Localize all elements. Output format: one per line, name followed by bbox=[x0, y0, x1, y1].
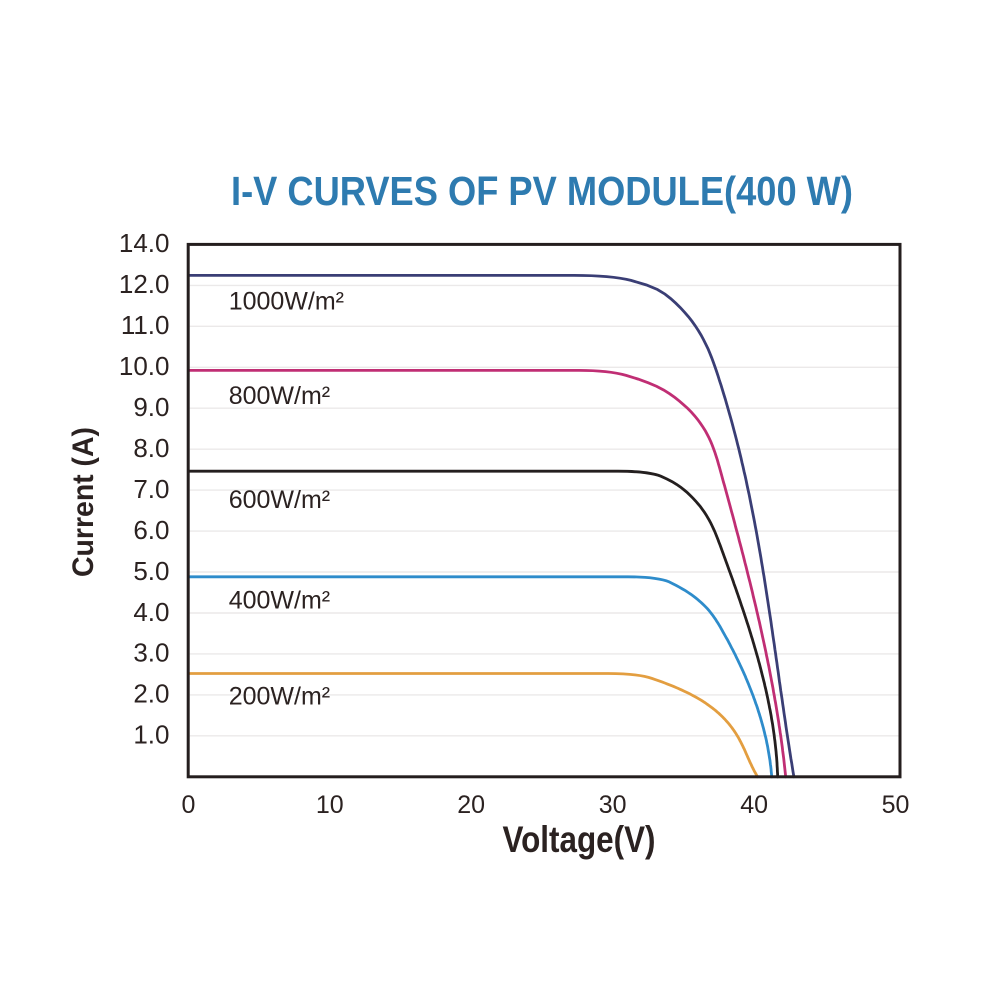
svg-text:6.0: 6.0 bbox=[133, 515, 169, 545]
svg-text:9.0: 9.0 bbox=[133, 392, 169, 422]
svg-text:400W/m²: 400W/m² bbox=[229, 587, 330, 615]
svg-text:1.0: 1.0 bbox=[133, 720, 169, 750]
svg-text:11.0: 11.0 bbox=[121, 310, 170, 340]
svg-text:800W/m²: 800W/m² bbox=[229, 382, 330, 410]
svg-text:200W/m²: 200W/m² bbox=[229, 683, 330, 711]
svg-text:I-V CURVES OF PV MODULE(400 W): I-V CURVES OF PV MODULE(400 W) bbox=[231, 168, 853, 214]
svg-text:600W/m²: 600W/m² bbox=[229, 486, 330, 514]
svg-text:10: 10 bbox=[316, 791, 344, 819]
svg-text:30: 30 bbox=[599, 791, 627, 819]
svg-text:20: 20 bbox=[457, 791, 485, 819]
svg-text:2.0: 2.0 bbox=[133, 679, 169, 709]
svg-text:Voltage(V): Voltage(V) bbox=[503, 819, 656, 860]
svg-text:50: 50 bbox=[882, 791, 910, 819]
svg-text:40: 40 bbox=[740, 791, 768, 819]
svg-text:1000W/m²: 1000W/m² bbox=[229, 288, 344, 316]
svg-text:14.0: 14.0 bbox=[119, 228, 170, 258]
svg-text:12.0: 12.0 bbox=[119, 269, 170, 299]
svg-text:4.0: 4.0 bbox=[133, 597, 169, 627]
svg-text:Current (A): Current (A) bbox=[67, 427, 100, 577]
svg-text:3.0: 3.0 bbox=[133, 638, 169, 668]
svg-text:10.0: 10.0 bbox=[119, 351, 170, 381]
svg-text:5.0: 5.0 bbox=[133, 556, 169, 586]
svg-text:0: 0 bbox=[181, 791, 195, 819]
svg-text:8.0: 8.0 bbox=[133, 433, 169, 463]
svg-text:7.0: 7.0 bbox=[133, 474, 169, 504]
